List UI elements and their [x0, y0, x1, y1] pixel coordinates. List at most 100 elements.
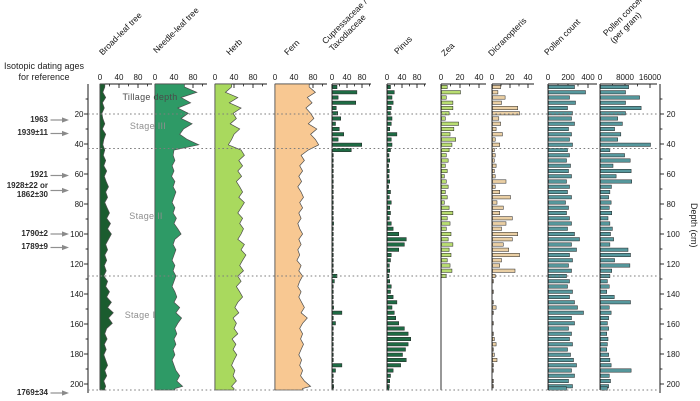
bar: [441, 174, 445, 179]
axis-tick-label: 40: [230, 73, 239, 82]
bar: [387, 211, 391, 215]
axis-tick-label: 200: [561, 73, 575, 82]
bar: [441, 153, 447, 158]
bar: [441, 200, 445, 205]
column-broad-leaf-tree: 0 40 80: [98, 73, 152, 391]
bar: [600, 368, 632, 373]
bar: [387, 174, 390, 179]
bar: [548, 137, 570, 142]
bar: [332, 132, 344, 137]
dating-label: 1963: [0, 115, 48, 125]
bar: [441, 106, 454, 110]
bar: [332, 316, 334, 320]
bar: [548, 289, 573, 294]
column-pollen-concentration: 0 8000 16000: [598, 73, 662, 391]
bar: [600, 358, 611, 362]
bar: [548, 95, 570, 100]
dating-label-line: 1769±34: [16, 387, 48, 397]
left-depth-axis: 20 40 60 80 100 120 140 160 180 200: [70, 84, 89, 393]
bar: [332, 352, 334, 357]
bar: [441, 216, 448, 221]
bar: [387, 121, 392, 126]
bar: [548, 263, 569, 268]
bar: [600, 342, 608, 347]
bar: [332, 153, 334, 158]
bar: [387, 321, 399, 326]
bar: [600, 95, 640, 100]
left-panel-title-line2: for reference: [18, 71, 70, 82]
dating-label: 1789±9: [0, 242, 48, 252]
bar: [492, 163, 497, 168]
axis-tick-label: 40: [115, 73, 124, 82]
bar: [332, 232, 334, 236]
bar: [492, 121, 501, 126]
bar: [492, 195, 511, 200]
depth-tick-label: 80: [75, 200, 84, 209]
bar: [492, 200, 498, 205]
bar: [387, 305, 393, 310]
bar: [548, 358, 574, 362]
bar: [332, 121, 336, 126]
bar: [548, 232, 575, 236]
zone-label-stage-2: Stage II: [129, 211, 163, 221]
bar: [600, 232, 611, 236]
bar: [548, 158, 567, 163]
depth-tick-label: 80: [667, 200, 676, 209]
bar: [548, 295, 570, 299]
bar: [492, 347, 494, 352]
bar: [492, 142, 500, 147]
bar: [548, 148, 568, 152]
bar: [548, 127, 569, 131]
bar: [600, 373, 610, 378]
bar: [387, 106, 392, 110]
dating-arrow-head: [62, 130, 69, 137]
bar: [600, 295, 615, 299]
bar: [387, 169, 390, 173]
bar: [492, 153, 496, 158]
bar: [548, 169, 569, 173]
bar: [332, 284, 334, 289]
bar: [600, 111, 626, 116]
bar: [600, 85, 629, 89]
bar: [548, 368, 572, 373]
bar: [492, 137, 496, 142]
bar: [492, 263, 500, 268]
bar: [441, 132, 451, 137]
bar: [548, 337, 570, 341]
bar: [387, 237, 407, 242]
bar: [600, 142, 651, 147]
bar: [600, 305, 610, 310]
bar: [441, 111, 450, 116]
bar: [600, 216, 609, 221]
column-herb: 0 40 80: [213, 73, 267, 391]
column-pollen-count: 0 200 400: [546, 73, 597, 391]
bar: [492, 232, 518, 236]
bar: [492, 158, 495, 163]
axis-tick-label: 0: [598, 73, 603, 82]
axis-tick-label: 80: [309, 73, 318, 82]
bar: [387, 331, 409, 336]
bar: [548, 342, 573, 347]
bar: [387, 95, 393, 100]
axis-tick-label: 0: [490, 73, 495, 82]
bar: [441, 258, 448, 263]
bar: [387, 153, 390, 158]
bar: [332, 300, 334, 305]
bar: [387, 85, 391, 89]
bar: [332, 184, 334, 189]
bar: [492, 100, 502, 105]
bar: [441, 95, 447, 100]
bar: [387, 352, 403, 357]
bar: [332, 137, 339, 142]
bar: [548, 195, 572, 200]
bar: [492, 368, 494, 373]
dating-label-line: 1963: [30, 114, 48, 124]
bar: [600, 106, 642, 110]
bar: [387, 326, 405, 331]
bar: [548, 284, 568, 289]
bar: [548, 237, 580, 242]
axis-tick-label: 8000: [616, 73, 634, 82]
bar: [600, 316, 609, 320]
dating-label-line: 1789±9: [21, 242, 48, 252]
